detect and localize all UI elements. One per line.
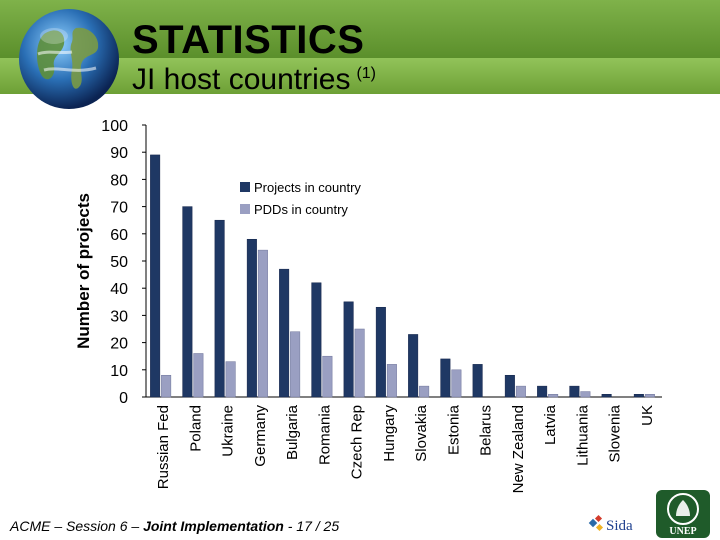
legend-label: Projects in country — [254, 180, 361, 195]
y-tick-label: 10 — [110, 363, 128, 380]
y-tick-label: 30 — [110, 308, 128, 325]
sida-mark-icon — [588, 514, 604, 532]
bar-pdds — [225, 361, 236, 398]
legend-swatch — [240, 182, 250, 192]
bar-projects — [214, 219, 225, 398]
y-tick-label: 20 — [110, 336, 128, 353]
bar-pdds — [257, 249, 268, 398]
y-tick-label: 80 — [110, 172, 128, 189]
x-tick-label: Bulgaria — [284, 404, 301, 460]
bar-projects — [440, 358, 451, 398]
sida-logo: Sida — [588, 514, 633, 534]
unep-logo: UNEP — [656, 490, 710, 538]
y-tick-label: 60 — [110, 227, 128, 244]
footer-bold: Joint Implementation — [143, 518, 284, 534]
y-axis-title: Number of projects — [74, 193, 93, 349]
bar-pdds — [354, 328, 365, 398]
bar-projects — [537, 385, 548, 398]
bar-projects — [472, 364, 483, 398]
bar-projects — [150, 154, 161, 398]
x-tick-label: Belarus — [478, 405, 495, 456]
x-tick-label: Slovenia — [607, 404, 624, 462]
bar-projects — [569, 385, 580, 398]
x-tick-label: Hungary — [381, 405, 398, 462]
y-tick-label: 100 — [101, 118, 128, 135]
bar-pdds — [580, 391, 591, 398]
bar-pdds — [451, 369, 462, 398]
title-band — [0, 0, 720, 58]
bar-pdds — [419, 385, 430, 398]
legend-swatch — [240, 204, 250, 214]
bar-projects — [279, 268, 290, 398]
y-tick-label: 0 — [119, 390, 128, 407]
x-tick-label: UK — [639, 405, 656, 426]
x-tick-label: Ukraine — [220, 405, 237, 457]
x-tick-label: Poland — [187, 405, 204, 452]
x-tick-label: Czech Rep — [349, 405, 366, 479]
globe-icon — [19, 9, 119, 109]
x-tick-label: Russian Fed — [155, 405, 172, 489]
bar-projects — [343, 301, 354, 398]
x-tick-label: Romania — [316, 404, 333, 465]
legend-label: PDDs in country — [254, 202, 348, 217]
bar-pdds — [322, 355, 333, 398]
bar-projects — [246, 238, 257, 398]
subtitle-band — [0, 58, 720, 94]
bar-pdds — [386, 364, 397, 398]
x-tick-label: Germany — [252, 405, 269, 467]
bar-projects — [408, 334, 419, 398]
x-tick-label: Latvia — [542, 404, 559, 445]
unep-wordmark: UNEP — [669, 526, 696, 537]
bar-projects — [633, 394, 644, 398]
subtitle-footnote-marker: (1) — [356, 65, 376, 82]
bar-projects — [601, 394, 612, 398]
bar-projects — [375, 306, 386, 398]
bar-pdds — [161, 374, 172, 398]
y-tick-label: 70 — [110, 200, 128, 217]
x-tick-label: Lithuania — [574, 404, 591, 466]
y-tick-label: 40 — [110, 281, 128, 298]
slide-title: STATISTICS — [132, 18, 365, 62]
x-tick-label: New Zealand — [510, 405, 527, 493]
slide-header: STATISTICS JI host countries (1) — [0, 0, 720, 109]
bar-projects — [311, 282, 322, 398]
bar-pdds — [644, 394, 655, 398]
bar-pdds — [515, 385, 526, 398]
bar-pdds — [290, 331, 301, 398]
footer-suffix: - 17 / 25 — [283, 518, 340, 534]
x-tick-label: Estonia — [445, 404, 462, 455]
x-tick-label: Slovakia — [413, 404, 430, 461]
y-tick-label: 50 — [110, 254, 128, 271]
y-tick-label: 90 — [110, 145, 128, 162]
slide-subtitle: JI host countries (1) — [132, 63, 376, 97]
bar-pdds — [548, 394, 559, 398]
footer-caption: ACME – Session 6 – Joint Implementation … — [10, 518, 339, 534]
bar-pdds — [193, 353, 204, 398]
bar-projects — [182, 206, 193, 398]
bar-projects — [504, 374, 515, 398]
sida-wordmark: Sida — [606, 518, 633, 534]
bar-chart: 0 10 20 30 40 50 60 70 80 90 100 Number of projects… — [74, 118, 662, 493]
subtitle-label: JI host countries — [132, 63, 351, 96]
footer-prefix: ACME – Session 6 – — [10, 518, 144, 534]
